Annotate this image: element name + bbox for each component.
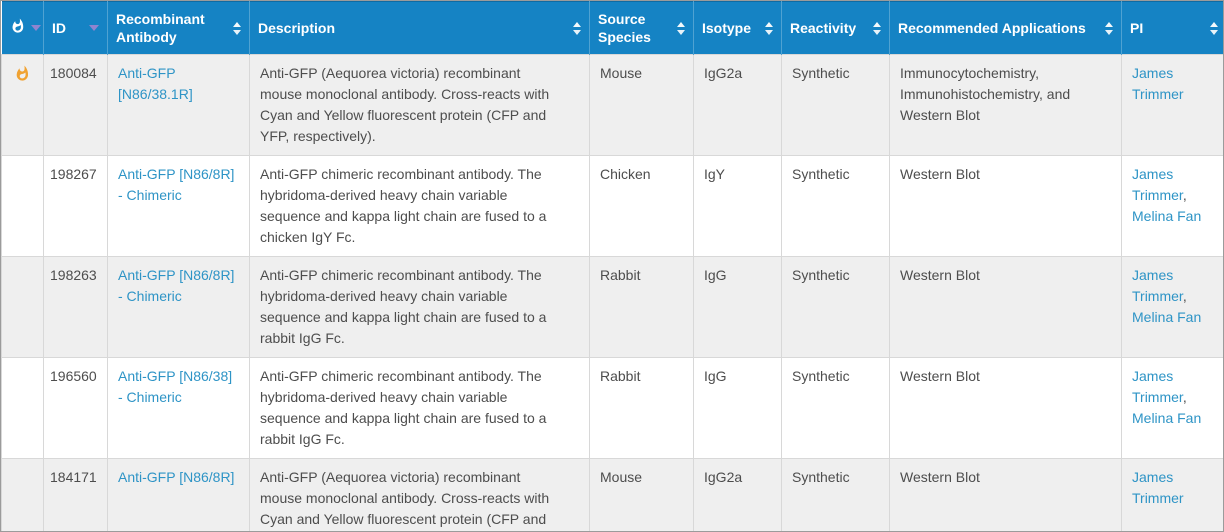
col-header-description[interactable]: Description bbox=[249, 1, 590, 55]
hot-cell bbox=[1, 458, 44, 531]
antibody-cell: Anti-GFP [N86/8R] - Chimeric bbox=[107, 256, 250, 358]
table-row: 184171 Anti-GFP [N86/8R] Anti-GFP (Aequo… bbox=[1, 458, 1223, 531]
col-header-label: PI bbox=[1130, 20, 1144, 36]
col-header-antibody[interactable]: Recombinant Antibody bbox=[107, 1, 250, 55]
pi-link[interactable]: Melina Fan bbox=[1132, 309, 1202, 325]
table-row: 180084 Anti-GFP [N86/38.1R] Anti-GFP (Ae… bbox=[1, 54, 1223, 156]
species-cell: Rabbit bbox=[589, 357, 694, 459]
id-cell: 184171 bbox=[43, 458, 108, 531]
hot-cell bbox=[1, 54, 44, 156]
pi-link[interactable]: James Trimmer bbox=[1132, 267, 1183, 304]
antibody-cell: Anti-GFP [N86/38] - Chimeric bbox=[107, 357, 250, 459]
col-header-species[interactable]: Source Species bbox=[589, 1, 694, 55]
isotype-cell: IgG2a bbox=[693, 458, 782, 531]
hot-cell bbox=[1, 155, 44, 257]
sort-icon bbox=[873, 21, 881, 35]
description-cell: Anti-GFP chimeric recombinant antibody. … bbox=[249, 155, 590, 257]
sort-icon bbox=[677, 21, 685, 35]
reactivity-cell: Synthetic bbox=[781, 357, 890, 459]
reactivity-cell: Synthetic bbox=[781, 155, 890, 257]
species-cell: Chicken bbox=[589, 155, 694, 257]
flame-icon bbox=[10, 17, 26, 39]
id-cell: 198267 bbox=[43, 155, 108, 257]
antibody-cell: Anti-GFP [N86/38.1R] bbox=[107, 54, 250, 156]
pi-link[interactable]: James Trimmer bbox=[1132, 469, 1184, 506]
hot-cell bbox=[1, 357, 44, 459]
pi-separator: , bbox=[1182, 389, 1187, 405]
sort-icon bbox=[1105, 21, 1113, 35]
flame-icon bbox=[14, 64, 31, 89]
col-header-reactivity[interactable]: Reactivity bbox=[781, 1, 890, 55]
applications-cell: Western Blot bbox=[889, 357, 1122, 459]
isotype-cell: IgY bbox=[693, 155, 782, 257]
col-header-label: Source Species bbox=[598, 11, 651, 45]
antibody-link[interactable]: Anti-GFP [N86/8R] - Chimeric bbox=[118, 166, 235, 203]
table-row: 198267 Anti-GFP [N86/8R] - Chimeric Anti… bbox=[1, 155, 1223, 257]
table-row: 198263 Anti-GFP [N86/8R] - Chimeric Anti… bbox=[1, 256, 1223, 358]
antibody-link[interactable]: Anti-GFP [N86/38.1R] bbox=[118, 65, 193, 102]
pi-link[interactable]: Melina Fan bbox=[1132, 410, 1202, 426]
col-header-label: Recommended Applications bbox=[898, 20, 1086, 36]
hot-cell bbox=[1, 256, 44, 358]
id-cell: 180084 bbox=[43, 54, 108, 156]
table-row: 196560 Anti-GFP [N86/38] - Chimeric Anti… bbox=[1, 357, 1223, 459]
pi-link[interactable]: James Trimmer bbox=[1132, 368, 1183, 405]
pi-separator: , bbox=[1182, 187, 1187, 203]
col-header-pi[interactable]: PI bbox=[1121, 1, 1223, 55]
sort-icon bbox=[765, 21, 773, 35]
species-cell: Mouse bbox=[589, 54, 694, 156]
antibody-cell: Anti-GFP [N86/8R] bbox=[107, 458, 250, 531]
pi-cell: James Trimmer, Melina Fan bbox=[1121, 357, 1223, 459]
antibody-link[interactable]: Anti-GFP [N86/8R] bbox=[118, 469, 235, 485]
isotype-cell: IgG bbox=[693, 256, 782, 358]
header-row: ID Recombinant Antibody Description Sour… bbox=[1, 1, 1223, 55]
pi-cell: James Trimmer bbox=[1121, 458, 1223, 531]
col-header-label: ID bbox=[52, 20, 66, 36]
pi-cell: James Trimmer, Melina Fan bbox=[1121, 256, 1223, 358]
sort-icon bbox=[573, 21, 581, 35]
species-cell: Mouse bbox=[589, 458, 694, 531]
id-cell: 198263 bbox=[43, 256, 108, 358]
description-cell: Anti-GFP chimeric recombinant antibody. … bbox=[249, 357, 590, 459]
reactivity-cell: Synthetic bbox=[781, 458, 890, 531]
col-header-isotype[interactable]: Isotype bbox=[693, 1, 782, 55]
pi-separator: , bbox=[1182, 288, 1187, 304]
applications-cell: Immunocytochemistry, Immunohistochemistr… bbox=[889, 54, 1122, 156]
reactivity-cell: Synthetic bbox=[781, 54, 890, 156]
col-header-label: Description bbox=[258, 20, 336, 36]
sort-desc-icon bbox=[30, 25, 41, 31]
isotype-cell: IgG bbox=[693, 357, 782, 459]
sort-desc-icon bbox=[89, 25, 99, 31]
col-header-applications[interactable]: Recommended Applications bbox=[889, 1, 1122, 55]
reactivity-cell: Synthetic bbox=[781, 256, 890, 358]
col-header-id[interactable]: ID bbox=[43, 1, 108, 55]
col-header-label: Reactivity bbox=[790, 20, 857, 36]
pi-link[interactable]: Melina Fan bbox=[1132, 208, 1202, 224]
species-cell: Rabbit bbox=[589, 256, 694, 358]
pi-cell: James Trimmer, Melina Fan bbox=[1121, 155, 1223, 257]
pi-link[interactable]: James Trimmer bbox=[1132, 166, 1183, 203]
applications-cell: Western Blot bbox=[889, 458, 1122, 531]
col-header-label: Recombinant Antibody bbox=[116, 11, 205, 45]
sort-icon bbox=[1209, 21, 1218, 35]
description-cell: Anti-GFP (Aequorea victoria) recombinant… bbox=[249, 458, 590, 531]
col-header-label: Isotype bbox=[702, 20, 752, 36]
sort-icon bbox=[233, 21, 241, 35]
pi-link[interactable]: James Trimmer bbox=[1132, 65, 1184, 102]
antibody-link[interactable]: Anti-GFP [N86/8R] - Chimeric bbox=[118, 267, 235, 304]
description-cell: Anti-GFP chimeric recombinant antibody. … bbox=[249, 256, 590, 358]
applications-cell: Western Blot bbox=[889, 256, 1122, 358]
antibody-cell: Anti-GFP [N86/8R] - Chimeric bbox=[107, 155, 250, 257]
applications-cell: Western Blot bbox=[889, 155, 1122, 257]
id-cell: 196560 bbox=[43, 357, 108, 459]
pi-cell: James Trimmer bbox=[1121, 54, 1223, 156]
description-cell: Anti-GFP (Aequorea victoria) recombinant… bbox=[249, 54, 590, 156]
col-header-hot[interactable] bbox=[1, 1, 44, 55]
isotype-cell: IgG2a bbox=[693, 54, 782, 156]
antibody-link[interactable]: Anti-GFP [N86/38] - Chimeric bbox=[118, 368, 233, 405]
